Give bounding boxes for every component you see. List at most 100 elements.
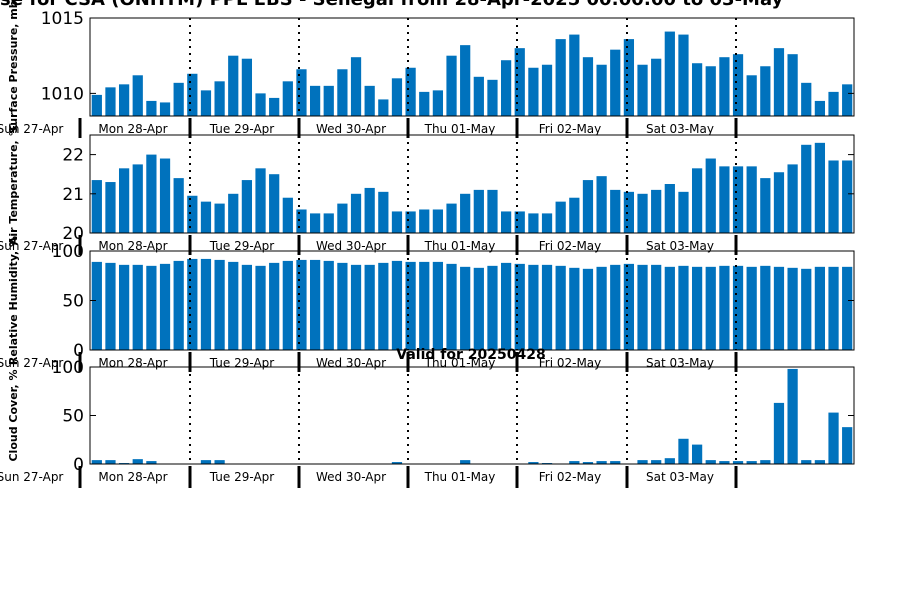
bar <box>664 31 675 116</box>
bar <box>487 265 498 350</box>
day-label: Tue 29-Apr <box>209 239 274 253</box>
bar <box>773 266 785 350</box>
bar <box>146 461 157 464</box>
bar <box>705 158 716 233</box>
bar <box>200 90 212 116</box>
bar <box>269 174 280 233</box>
bar <box>842 84 853 116</box>
day-label: Tue 29-Apr <box>209 122 274 136</box>
bar <box>364 264 375 350</box>
bar <box>446 55 457 116</box>
bar <box>282 197 293 233</box>
bar <box>732 265 744 350</box>
bar <box>228 193 239 233</box>
bar <box>487 79 498 116</box>
bar <box>118 264 130 350</box>
bar <box>691 63 703 116</box>
bar <box>691 266 703 350</box>
y-axis-label: Relative Humidity, % <box>7 236 20 365</box>
bar <box>487 189 498 233</box>
bar <box>651 264 662 350</box>
day-label: Sun 27-Apr <box>0 239 63 253</box>
bar <box>241 180 253 233</box>
bar <box>364 187 375 233</box>
bar <box>350 57 362 116</box>
bar <box>678 265 689 350</box>
bar <box>419 91 430 116</box>
y-tick-label: 1015 <box>41 9 84 29</box>
bar <box>132 164 143 233</box>
bar <box>814 100 826 116</box>
bar <box>610 49 621 116</box>
bar <box>269 262 280 350</box>
bar <box>309 85 321 116</box>
bar <box>814 266 826 350</box>
bar <box>773 48 785 116</box>
bar <box>460 460 471 464</box>
bar <box>828 412 839 464</box>
bar <box>446 263 457 350</box>
bar <box>105 460 116 464</box>
day-label: Wed 30-Apr <box>316 470 386 484</box>
bar <box>391 260 403 350</box>
day-label: Sat 03-May <box>646 239 714 253</box>
bar <box>732 166 744 233</box>
bar <box>296 259 307 350</box>
bar <box>323 213 334 233</box>
bar <box>514 48 525 116</box>
bar <box>269 97 280 116</box>
bar <box>214 259 225 350</box>
bar <box>432 209 444 233</box>
y-tick-label: 22 <box>62 146 84 166</box>
bar <box>228 261 239 350</box>
bar <box>146 154 157 233</box>
bar <box>282 81 293 116</box>
bar <box>187 195 198 233</box>
bar <box>214 460 225 464</box>
bar <box>828 266 839 350</box>
day-label: Wed 30-Apr <box>316 122 386 136</box>
bar <box>337 69 348 116</box>
bar <box>746 166 757 233</box>
bar <box>651 58 662 116</box>
bar <box>760 66 771 116</box>
day-label: Sat 03-May <box>646 470 714 484</box>
bar <box>801 82 812 116</box>
bar <box>582 180 594 233</box>
bar <box>637 460 648 464</box>
bar <box>828 91 839 116</box>
bar <box>105 87 116 116</box>
bar <box>569 267 580 350</box>
bar <box>255 265 266 350</box>
bar <box>255 93 266 116</box>
bar <box>678 34 689 116</box>
bar <box>596 266 607 350</box>
bar <box>132 264 143 350</box>
bar <box>691 444 703 464</box>
day-label: Tue 29-Apr <box>209 470 274 484</box>
bar <box>541 64 553 116</box>
bar <box>623 39 635 116</box>
bar <box>842 266 853 350</box>
y-tick-label: 100 <box>52 358 84 378</box>
bar <box>596 64 607 116</box>
bar <box>405 211 416 233</box>
bar <box>610 264 621 350</box>
bar <box>610 461 621 464</box>
figure-title: se for CSA (ONHTM) PPL EBS - Senegal fro… <box>0 0 784 10</box>
bar <box>405 67 416 116</box>
bar <box>623 191 635 233</box>
axes-frame <box>89 17 855 117</box>
bar <box>746 75 757 116</box>
bar <box>296 209 307 233</box>
bar <box>514 263 525 350</box>
bar <box>814 142 826 233</box>
y-tick-label: 0 <box>73 455 84 475</box>
bar <box>623 263 635 350</box>
y-axis-label: Cloud Cover, % <box>7 369 20 461</box>
bar <box>228 55 239 116</box>
y-tick-label: 50 <box>62 407 84 427</box>
day-label: Tue 29-Apr <box>209 356 274 370</box>
bar <box>719 461 730 464</box>
